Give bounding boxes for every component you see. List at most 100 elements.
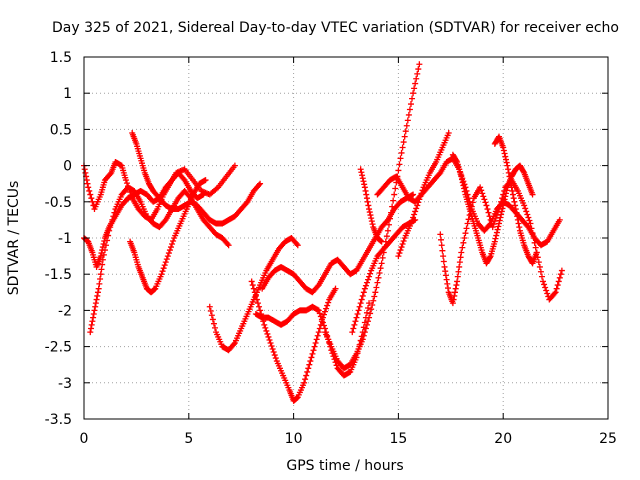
data-point xyxy=(164,253,171,260)
data-point xyxy=(256,181,263,188)
x-tick-label: 10 xyxy=(285,431,303,447)
data-point xyxy=(451,289,458,296)
data-point xyxy=(159,268,166,275)
data-point xyxy=(314,332,321,339)
data-point xyxy=(87,329,94,336)
data-point xyxy=(363,279,370,286)
data-point xyxy=(396,161,403,168)
data-point xyxy=(419,187,426,194)
data-point xyxy=(397,247,404,254)
data-point xyxy=(96,280,103,287)
data-point xyxy=(160,265,167,272)
data-point xyxy=(415,66,422,73)
data-point xyxy=(400,238,407,245)
data-point xyxy=(180,175,187,182)
data-point xyxy=(268,342,275,349)
data-point xyxy=(363,191,370,198)
series-arc17 xyxy=(395,130,452,260)
data-point xyxy=(365,318,372,325)
data-point xyxy=(365,276,372,283)
data-point xyxy=(370,297,377,304)
data-points xyxy=(81,61,565,404)
data-point xyxy=(366,314,373,321)
data-point xyxy=(528,225,535,232)
data-point xyxy=(460,239,467,246)
series-arc4 xyxy=(129,130,264,227)
data-point xyxy=(529,191,536,198)
data-point xyxy=(481,196,488,203)
data-point xyxy=(319,319,326,326)
data-point xyxy=(526,217,533,224)
data-point xyxy=(496,220,503,227)
data-point xyxy=(359,292,366,299)
data-point xyxy=(499,205,506,212)
data-point xyxy=(383,218,390,225)
data-point xyxy=(504,162,511,169)
data-point xyxy=(359,336,366,343)
data-point xyxy=(92,300,99,307)
data-point xyxy=(360,332,367,339)
data-point xyxy=(371,293,378,300)
data-point xyxy=(505,169,512,176)
data-point xyxy=(316,325,323,332)
data-point xyxy=(407,220,414,227)
data-point xyxy=(356,303,363,310)
data-point xyxy=(461,188,468,195)
data-point xyxy=(107,171,114,178)
series-arc10 xyxy=(322,61,423,372)
data-point xyxy=(503,159,510,166)
data-point xyxy=(513,209,520,216)
data-point xyxy=(415,199,422,206)
data-point xyxy=(438,242,445,249)
data-point xyxy=(509,191,516,198)
data-point xyxy=(359,172,366,179)
y-tick-label: 1 xyxy=(63,86,72,102)
data-point xyxy=(503,187,510,194)
data-point xyxy=(87,191,94,198)
data-point xyxy=(482,199,489,206)
data-point xyxy=(362,187,369,194)
data-point xyxy=(167,244,174,251)
data-point xyxy=(293,241,300,248)
data-point xyxy=(161,262,168,269)
data-point xyxy=(392,185,399,192)
data-point xyxy=(399,241,406,248)
data-point xyxy=(351,321,358,328)
data-point xyxy=(442,272,449,279)
data-point xyxy=(509,187,516,194)
data-point xyxy=(81,166,88,173)
data-point xyxy=(398,149,405,156)
data-point xyxy=(483,202,490,209)
data-point xyxy=(439,247,446,254)
data-point xyxy=(377,265,384,272)
data-point xyxy=(97,253,104,260)
data-point xyxy=(317,313,324,320)
data-point xyxy=(411,211,418,218)
data-point xyxy=(365,304,372,311)
data-point xyxy=(460,182,467,189)
data-point xyxy=(361,184,368,191)
data-point xyxy=(414,202,421,209)
y-tick-label: -2.5 xyxy=(45,340,72,356)
data-point xyxy=(407,101,414,108)
data-point xyxy=(449,300,456,307)
data-point xyxy=(525,214,532,221)
data-point xyxy=(531,239,538,246)
data-point xyxy=(207,308,214,315)
data-point xyxy=(502,190,509,197)
data-point xyxy=(165,250,172,257)
data-point xyxy=(313,336,320,343)
data-point xyxy=(359,175,366,182)
data-point xyxy=(484,206,491,213)
data-point xyxy=(254,300,261,307)
x-axis-label: GPS time / hours xyxy=(286,458,403,474)
data-point xyxy=(95,285,102,292)
data-point xyxy=(451,292,458,299)
data-point xyxy=(263,327,270,334)
data-point xyxy=(538,273,545,280)
data-point xyxy=(369,221,376,228)
data-point xyxy=(360,289,367,296)
data-point xyxy=(456,263,463,270)
data-point xyxy=(378,238,385,245)
data-point xyxy=(396,250,403,257)
